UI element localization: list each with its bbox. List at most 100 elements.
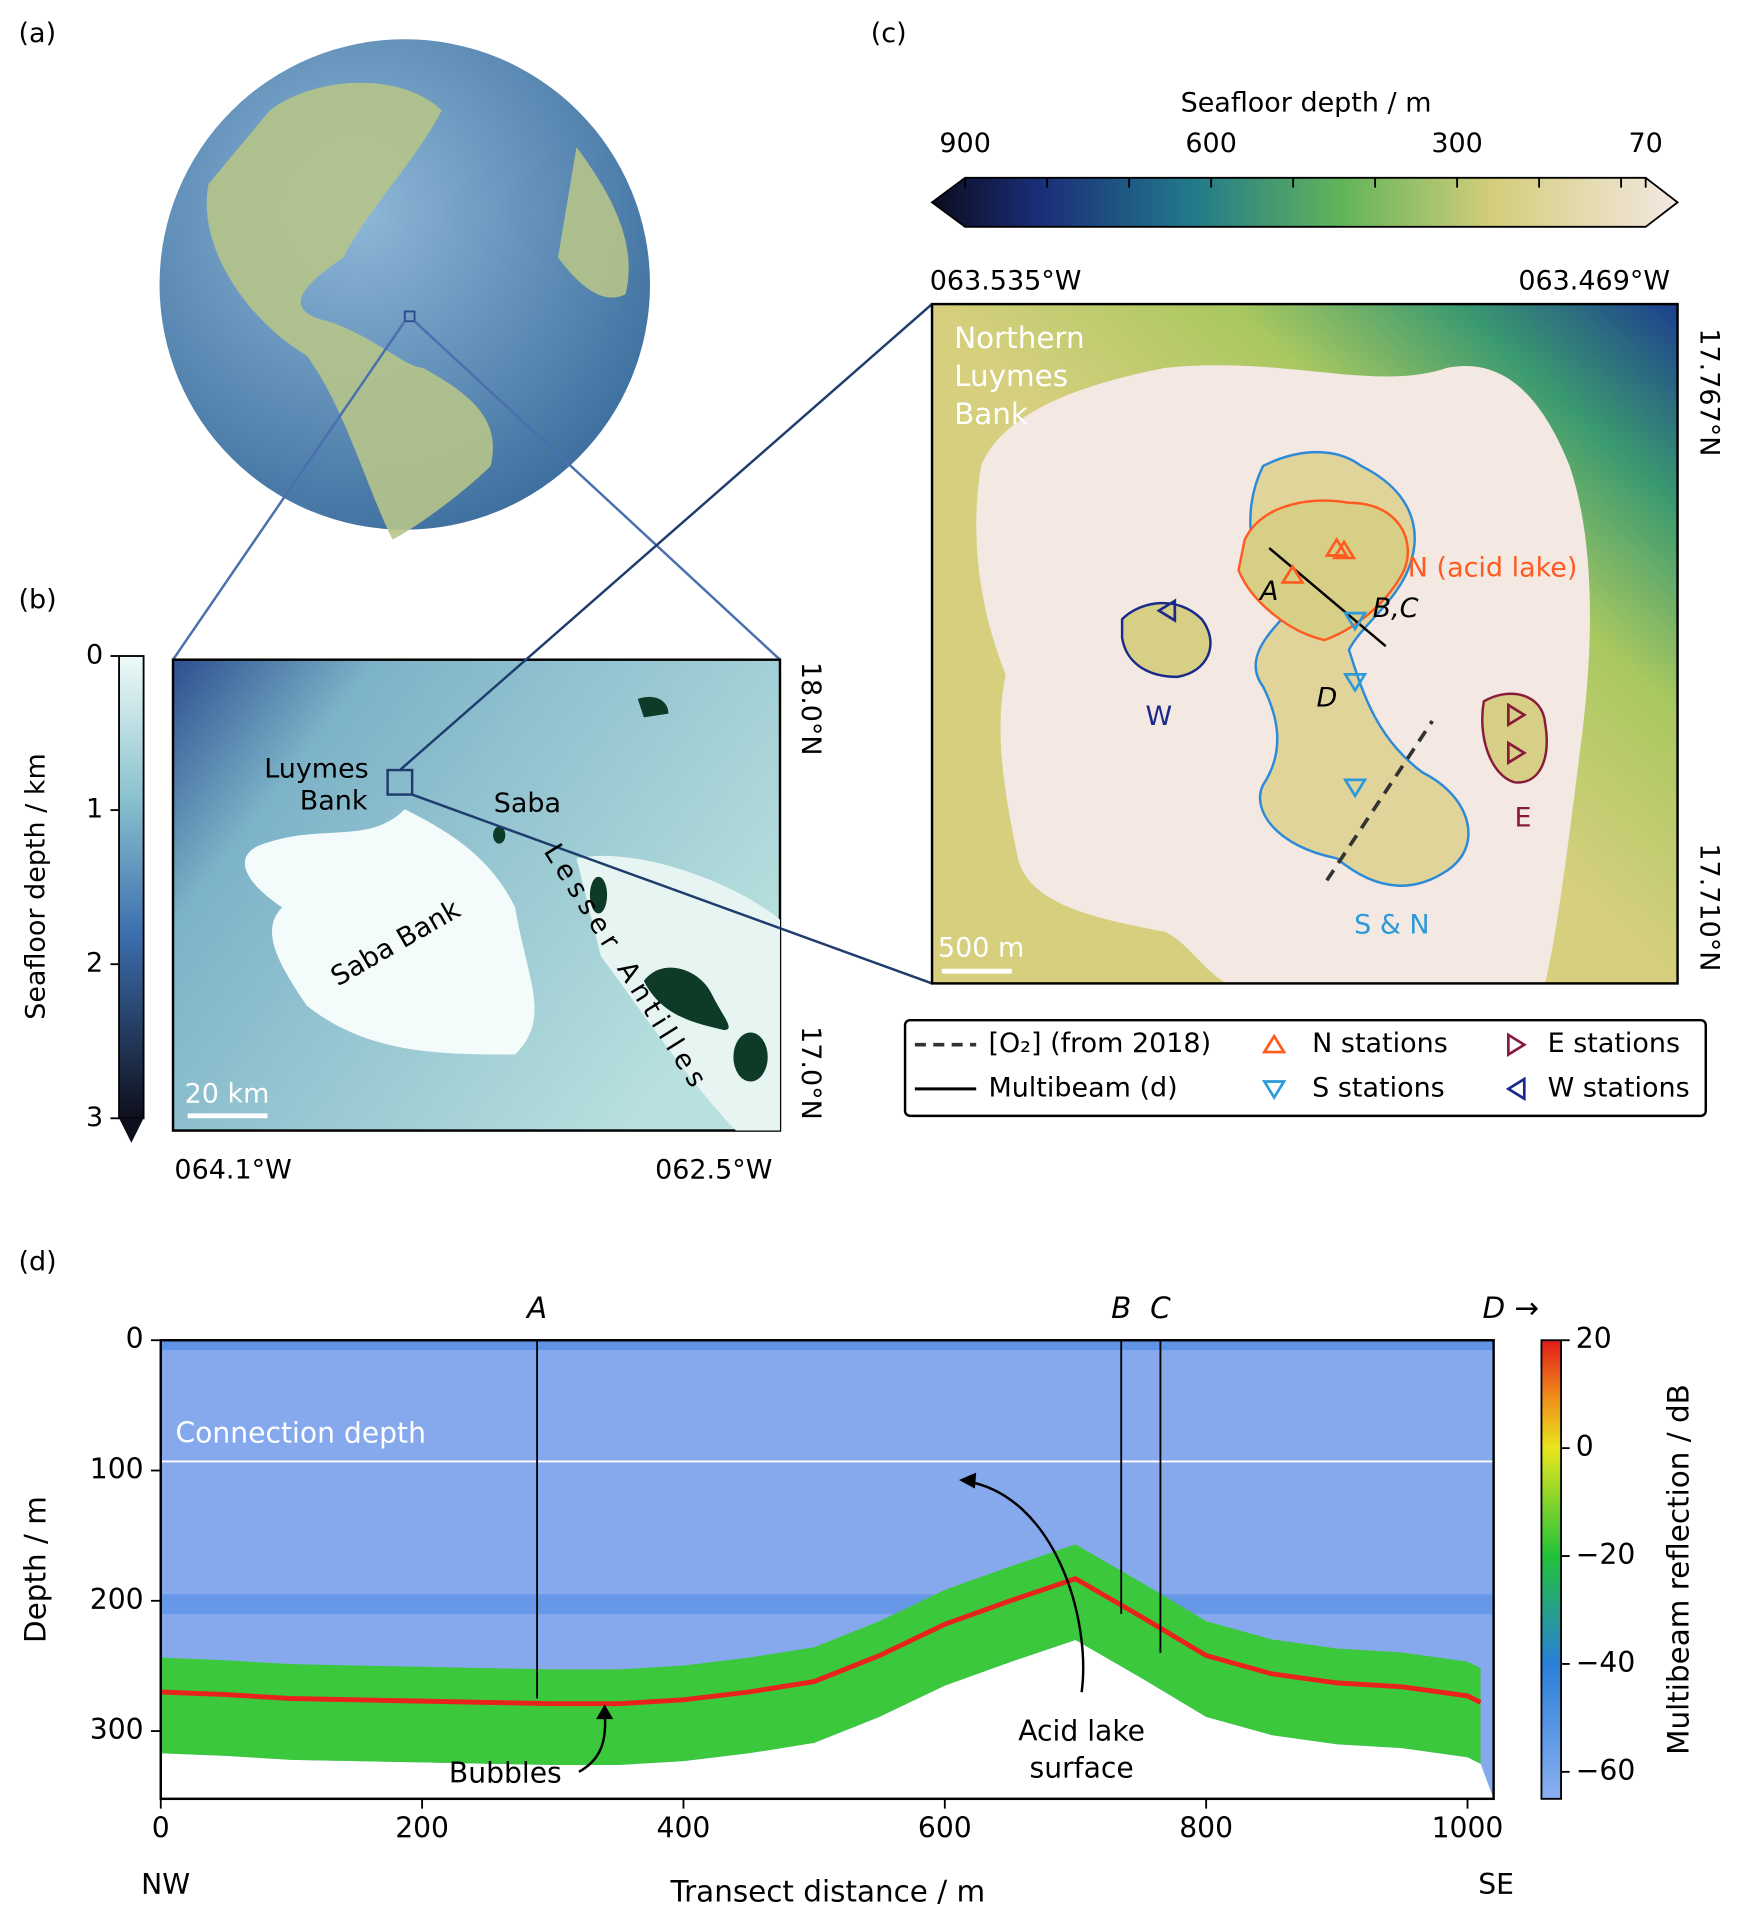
- lat-label: 17.767°N: [1694, 328, 1725, 456]
- scale-label: 20 km: [185, 1078, 270, 1109]
- panel-label: (c): [871, 18, 907, 49]
- map-label: Saba: [494, 788, 561, 819]
- legend-label: [O₂] (from 2018): [988, 1028, 1211, 1059]
- legend-label: E stations: [1548, 1028, 1680, 1059]
- x-axis-label: Transect distance / m: [669, 1875, 985, 1909]
- colorbar-tick-label: 2: [86, 948, 103, 979]
- panel-label: (a): [19, 18, 57, 49]
- connection-label: Connection depth: [175, 1416, 425, 1449]
- n-station: [1280, 563, 1305, 584]
- stations: [1156, 536, 1527, 799]
- colorbar-label: Seafloor depth / km: [20, 753, 51, 1020]
- direction-label: D →: [1482, 1291, 1539, 1325]
- colorbar-tick-label: −40: [1576, 1646, 1636, 1679]
- land: [206, 82, 493, 540]
- multibeam-line: [1268, 547, 1387, 648]
- panel-label: (d): [19, 1246, 57, 1277]
- zoom-line: [413, 320, 781, 661]
- arrowhead: [959, 1472, 977, 1489]
- o2-transect: [1325, 719, 1434, 882]
- lon-label: 062.5°W: [655, 1155, 772, 1186]
- backscatter-band: [160, 1544, 1481, 1766]
- y-tick-label: 100: [90, 1453, 144, 1486]
- colorbar-tick-label: 1: [86, 794, 103, 825]
- map-label: D: [1316, 682, 1337, 713]
- colorbar-tick-label: 20: [1576, 1322, 1612, 1355]
- map-label: W: [1146, 701, 1173, 732]
- colorbar-tick-label: 900: [939, 128, 990, 159]
- island: [643, 967, 729, 1031]
- x-tick-label: 200: [395, 1811, 449, 1844]
- zoom-line: [411, 793, 933, 985]
- x-tick-label: 400: [657, 1811, 711, 1844]
- x-tick-label: 600: [918, 1811, 972, 1844]
- s-station: [1342, 673, 1368, 693]
- saba-bank: [244, 809, 535, 1055]
- island: [589, 876, 608, 914]
- legend-swatch: [1261, 1033, 1287, 1054]
- map-title: Northern Luymes Bank: [954, 321, 1085, 431]
- legend-swatch: [1261, 1080, 1287, 1101]
- arrow: [578, 1711, 607, 1773]
- land: [558, 147, 629, 298]
- map-label: S & N: [1354, 909, 1429, 940]
- colorbar: [1540, 1339, 1562, 1800]
- map-title-line: Northern: [954, 321, 1085, 355]
- map-title-line: Luymes: [954, 359, 1068, 393]
- lon-label: 063.535°W: [930, 266, 1082, 297]
- colorbar-tick-label: −60: [1576, 1754, 1636, 1787]
- surface-noise: [160, 1340, 1494, 1351]
- map-label: A: [1258, 576, 1278, 607]
- panel-label: (b): [19, 584, 57, 615]
- zoom-line: [172, 320, 406, 661]
- lat-label: 18.0°N: [795, 662, 826, 756]
- w-station: [1156, 598, 1177, 623]
- legend-swatch: [1505, 1076, 1526, 1102]
- colorbar-tick-label: 600: [1185, 128, 1236, 159]
- map-label: Luymes: [264, 754, 369, 785]
- plot-frame: [159, 1339, 1495, 1801]
- legend-label: S stations: [1312, 1072, 1445, 1103]
- s-station: [1342, 778, 1368, 799]
- colorbar-tick-label: 3: [86, 1102, 103, 1133]
- x-tick-label: 800: [1179, 1811, 1233, 1844]
- end-label: SE: [1478, 1868, 1514, 1901]
- station-label: A: [525, 1291, 547, 1325]
- colorbar-label: Multibeam reflection / dB: [1662, 1384, 1696, 1755]
- e-station: [1507, 702, 1527, 728]
- seafloor-below: [160, 1639, 1494, 1799]
- e-station: [1507, 740, 1527, 766]
- y-tick-label: 200: [90, 1583, 144, 1616]
- n-contour: [1237, 499, 1409, 642]
- end-label: NW: [141, 1868, 190, 1901]
- island: [637, 696, 669, 718]
- colorbar-ticks: 0 1 2 3: [86, 640, 120, 1133]
- colorbar-tick-label: 300: [1431, 128, 1482, 159]
- colorbar-extend: [119, 1118, 144, 1143]
- colorbar-ticks: 900 600 300 70: [939, 128, 1663, 188]
- colorbar-tick-label: 0: [1576, 1430, 1594, 1463]
- n-station: [1331, 539, 1357, 560]
- station-label: B: [1111, 1291, 1131, 1325]
- map-label: N (acid lake): [1408, 552, 1578, 583]
- lon-label: 063.469°W: [1518, 266, 1670, 297]
- x-tick-label: 0: [152, 1811, 170, 1844]
- arrow: [966, 1480, 1085, 1693]
- map-label: E: [1515, 803, 1532, 834]
- annotation: Acid lake: [1018, 1715, 1145, 1748]
- y-tick-label: 300: [90, 1713, 144, 1746]
- island: [493, 826, 506, 844]
- map-label: Bank: [300, 785, 368, 816]
- y-tick-label: 0: [126, 1322, 144, 1355]
- colorbar-tick-label: −20: [1576, 1538, 1636, 1571]
- legend-swatch: [1507, 1032, 1527, 1057]
- colorbar: [930, 176, 1680, 228]
- seafloor-line: [160, 1575, 1482, 1707]
- map-label: B,C: [1373, 593, 1419, 624]
- station-label: C: [1150, 1291, 1171, 1325]
- y-axis-label: Depth / m: [18, 1496, 52, 1643]
- arrowhead: [596, 1704, 614, 1720]
- island: [733, 1032, 768, 1082]
- zoom-line: [399, 303, 933, 771]
